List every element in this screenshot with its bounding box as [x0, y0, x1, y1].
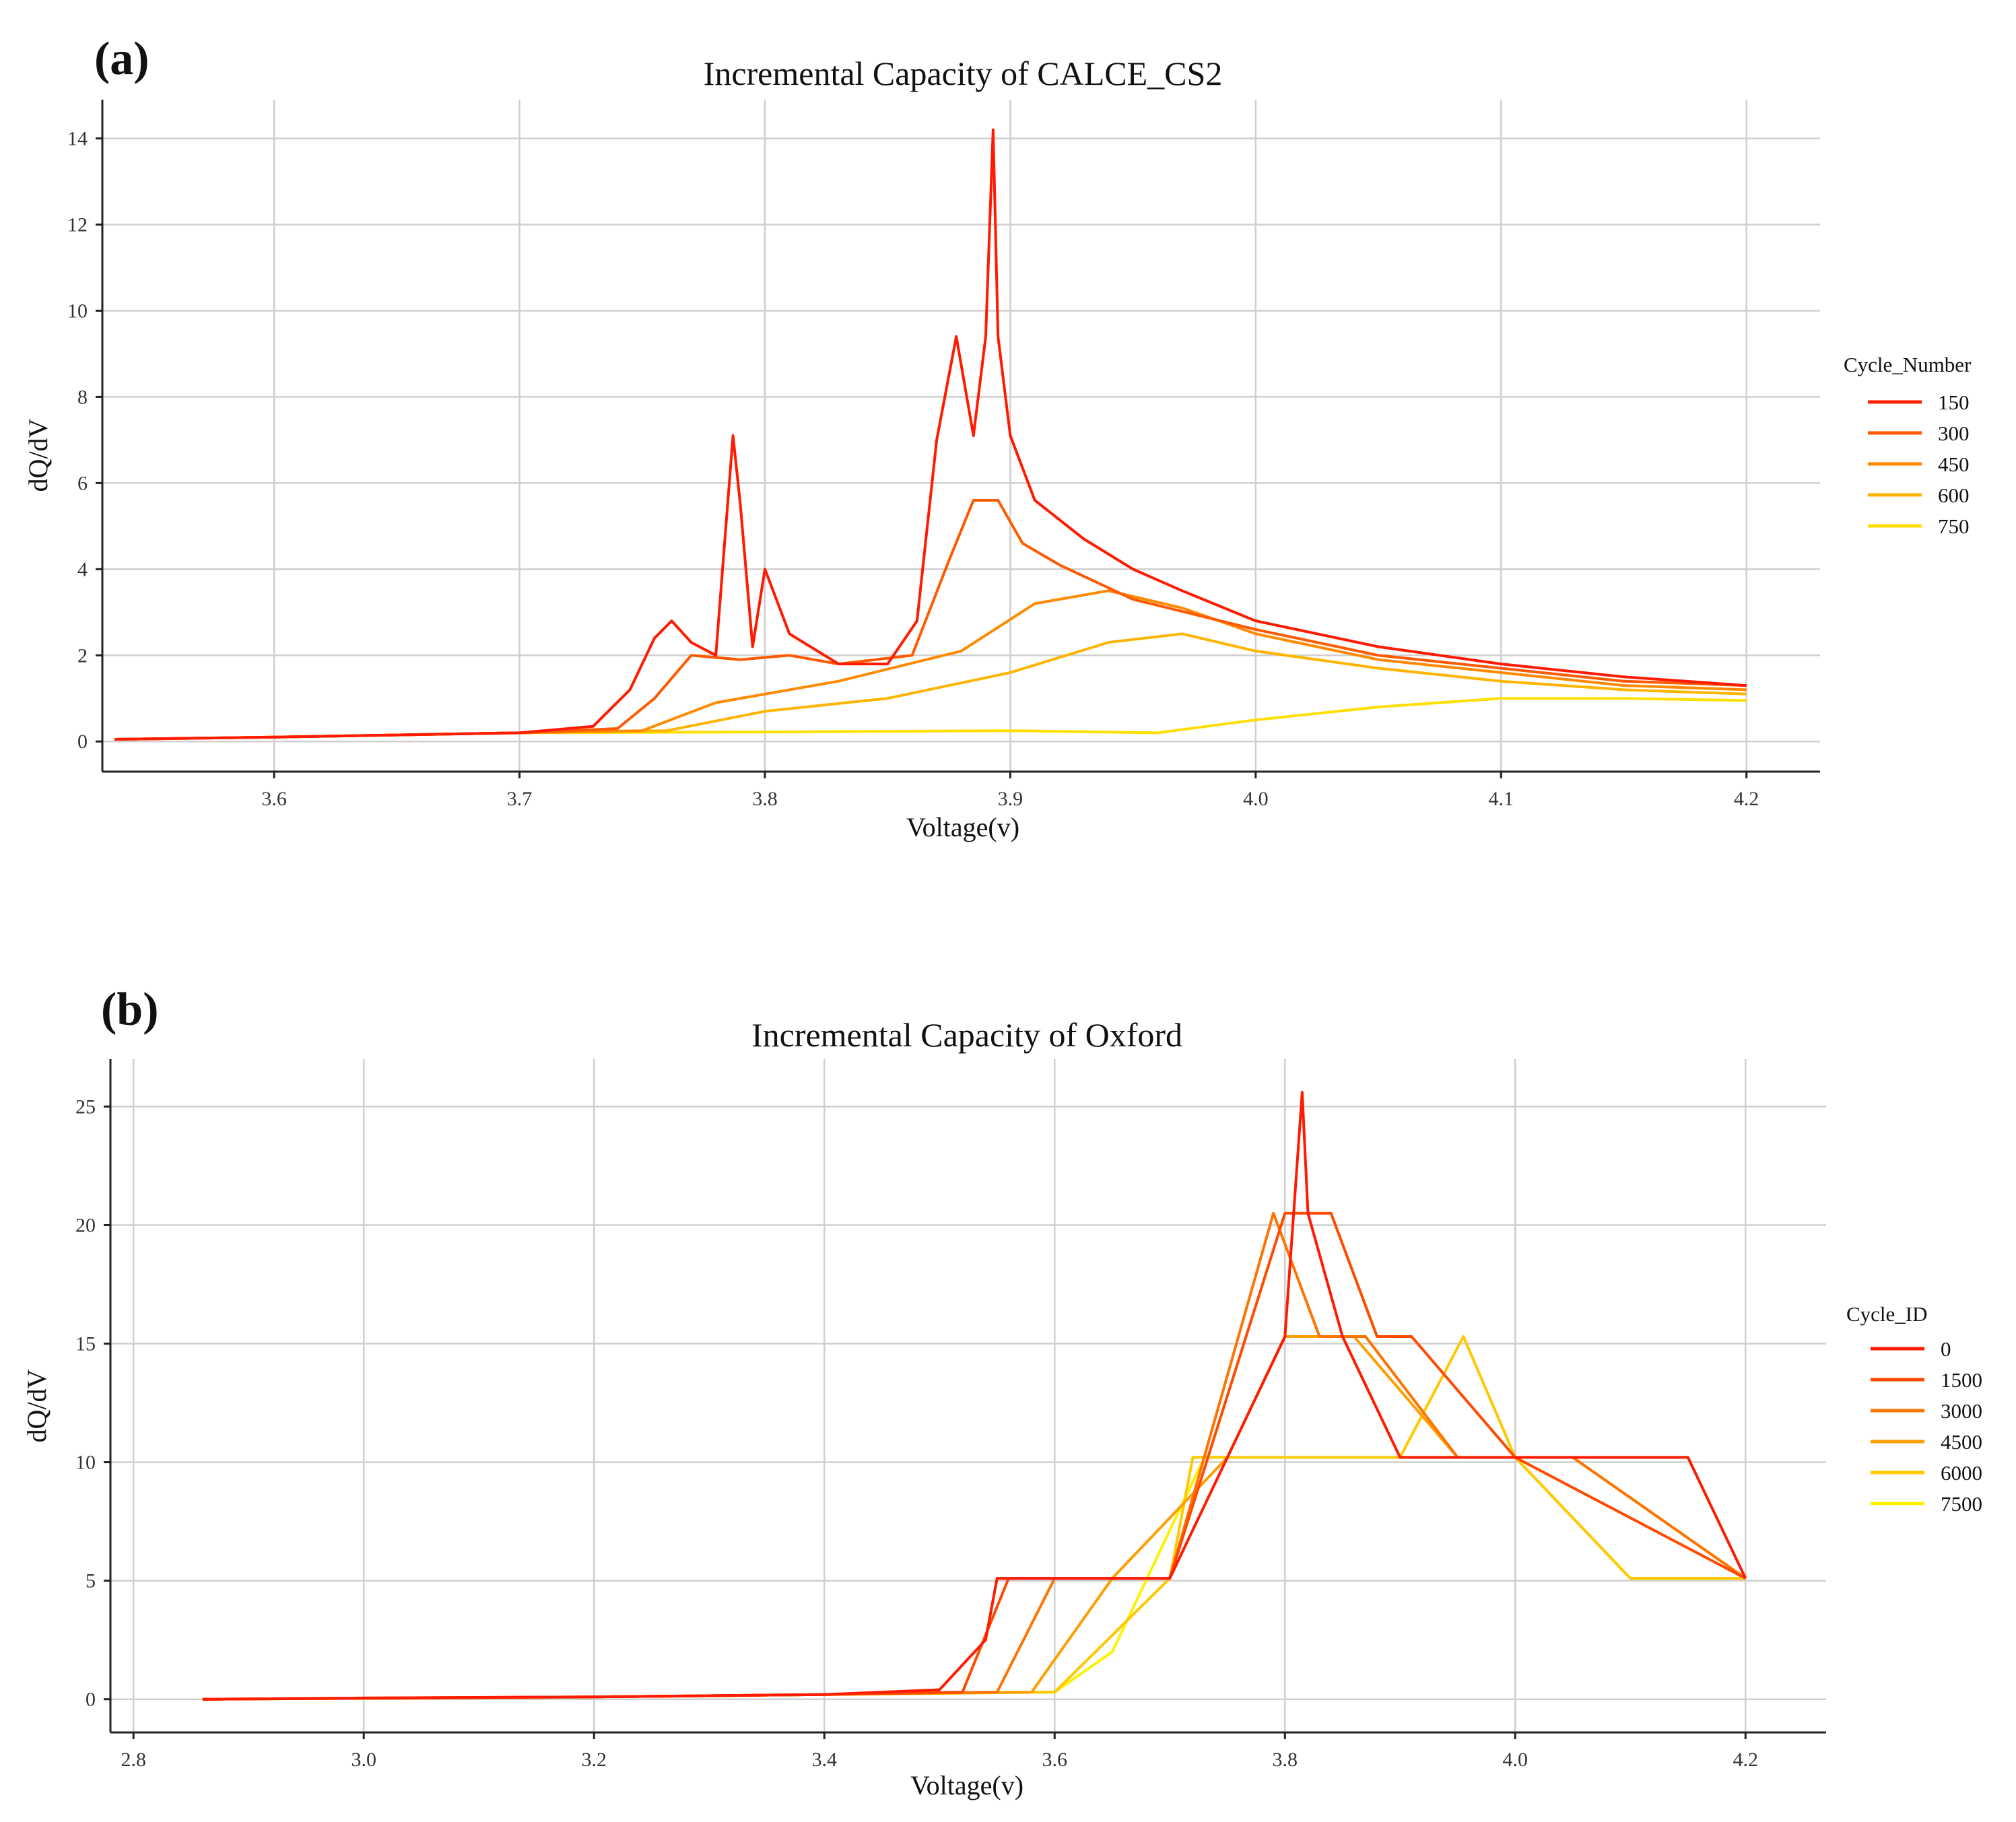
- chart-b-xtick-label: 3.4: [811, 1749, 837, 1771]
- chart-b-legend-title: Cycle_ID: [1846, 1302, 1928, 1326]
- chart-a-legend-label: 600: [1938, 483, 1970, 507]
- chart-a-series-300: [114, 499, 1747, 741]
- chart-b-ylabel: dQ/dV: [22, 1369, 52, 1442]
- chart-a-ytick-label: 14: [67, 128, 88, 150]
- chart-a-ytick-label: 4: [77, 558, 88, 580]
- chart-b-axes: [109, 1059, 1826, 1734]
- chart-a-xtick-label: 3.7: [507, 788, 533, 810]
- chart-a-legend-label: 450: [1938, 452, 1970, 476]
- chart-a-xtick-label: 4.0: [1243, 788, 1269, 810]
- chart-a-axes: [101, 100, 1820, 773]
- chart-b-ytick-label: 0: [86, 1689, 96, 1711]
- chart-b-legend-label: 7500: [1941, 1492, 1982, 1516]
- chart-b-series-4500: [202, 1335, 1747, 1701]
- chart-a-ticks: 3.6 3.7 3.8 3.9 4.0 4.1 4.2 0 2 4 6 8 10 12 14: [67, 128, 1759, 810]
- chart-b-ticks: 2.8 3.0 3.2 3.4 3.6 3.8 4.0 4.2 0 5 10 15 20 25: [75, 1095, 1758, 1771]
- chart-b-legend-label: 0: [1941, 1337, 1951, 1361]
- chart-b-ytick-label: 10: [75, 1452, 96, 1474]
- chart-b-legend: Cycle_ID 0 1500 3000 4500 6000 7500: [1846, 1302, 1982, 1516]
- chart-a-xtick-label: 3.6: [261, 788, 287, 810]
- chart-b-xtick-label: 4.2: [1733, 1749, 1759, 1771]
- chart-a-legend: Cycle_Number 150 300 450 600 750: [1844, 353, 1972, 538]
- chart-b-legend-label: 6000: [1941, 1461, 1982, 1485]
- panel-b: (b) Incremental Capacity of Oxford Volta…: [22, 984, 1982, 1800]
- chart-a-xtick-label: 4.2: [1734, 788, 1759, 810]
- chart-a-xtick-label: 4.1: [1488, 788, 1514, 810]
- chart-b-series-6000: [202, 1335, 1746, 1701]
- panel-b-letter: (b): [101, 984, 159, 1036]
- chart-a-ylabel: dQ/dV: [23, 418, 53, 492]
- chart-b-title: Incremental Capacity of Oxford: [751, 1016, 1182, 1054]
- chart-b-xtick-label: 3.6: [1042, 1749, 1068, 1771]
- chart-b-series: [202, 1091, 1747, 1701]
- chart-a-series: [114, 128, 1747, 741]
- chart-b-legend-label: 3000: [1941, 1399, 1982, 1423]
- chart-b-xtick-label: 3.2: [581, 1749, 607, 1771]
- panel-a-letter: (a): [94, 33, 149, 85]
- chart-b-grid: [110, 1059, 1826, 1732]
- chart-b-ytick-label: 5: [86, 1570, 96, 1592]
- chart-a-series-150: [114, 128, 1747, 741]
- chart-a-legend-label: 300: [1938, 421, 1970, 445]
- chart-a-ytick-label: 8: [77, 386, 88, 408]
- chart-b-legend-label: 4500: [1941, 1430, 1982, 1454]
- chart-b-series-0: [202, 1091, 1747, 1701]
- chart-b-xtick-label: 3.8: [1273, 1749, 1298, 1771]
- chart-b-ytick-label: 25: [75, 1095, 96, 1118]
- chart-b-legend-label: 1500: [1941, 1368, 1982, 1392]
- chart-a-ytick-label: 2: [77, 644, 88, 667]
- chart-b-ytick-label: 20: [75, 1214, 96, 1236]
- chart-b-xtick-label: 2.8: [121, 1749, 146, 1771]
- chart-a-xlabel: Voltage(v): [906, 812, 1019, 842]
- chart-a-legend-label: 750: [1938, 514, 1970, 538]
- chart-b-xtick-label: 4.0: [1503, 1749, 1528, 1771]
- chart-b-ytick-label: 15: [75, 1333, 96, 1355]
- chart-a-ytick-label: 6: [77, 472, 88, 494]
- chart-a-xtick-label: 3.8: [752, 788, 778, 810]
- chart-b-xlabel: Voltage(v): [910, 1770, 1023, 1800]
- chart-b-xtick-label: 3.0: [351, 1749, 376, 1771]
- chart-a-ytick-label: 10: [67, 300, 88, 322]
- chart-a-legend-label: 150: [1938, 391, 1970, 414]
- chart-a-xtick-label: 3.9: [998, 788, 1023, 810]
- chart-a-ytick-label: 0: [77, 731, 88, 753]
- chart-a-grid: [102, 100, 1820, 772]
- panel-a: (a) Incremental Capacity of CALCE_CS2 Vo…: [23, 33, 1972, 842]
- chart-a-legend-title: Cycle_Number: [1844, 353, 1972, 376]
- chart-a-ytick-label: 12: [67, 214, 88, 236]
- chart-a-title: Incremental Capacity of CALCE_CS2: [704, 55, 1223, 92]
